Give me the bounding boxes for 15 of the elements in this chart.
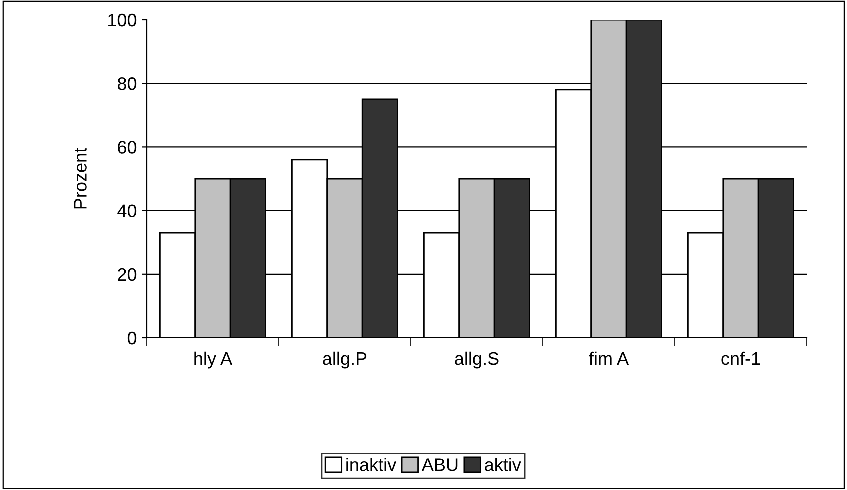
x-tick-label: fim A: [589, 352, 630, 365]
legend-label: ABU: [422, 458, 458, 472]
y-tick-label: 60: [118, 141, 137, 154]
y-tick-label: 80: [118, 78, 137, 90]
y-tick-label: 0: [128, 332, 137, 345]
y-tick-label: 100: [108, 14, 137, 27]
legend-label: inaktiv: [346, 458, 397, 472]
legend-label: aktiv: [485, 458, 522, 472]
y-tick-label: 40: [118, 204, 137, 218]
y-axis-title: Prozent: [74, 148, 87, 209]
x-tick-label: cnf-1: [722, 352, 760, 366]
x-tick-label: allg.P: [323, 352, 367, 369]
y-tick-label: 20: [118, 268, 137, 282]
x-tick-label: hly A: [194, 352, 233, 369]
x-tick-label: allg.S: [455, 352, 499, 369]
